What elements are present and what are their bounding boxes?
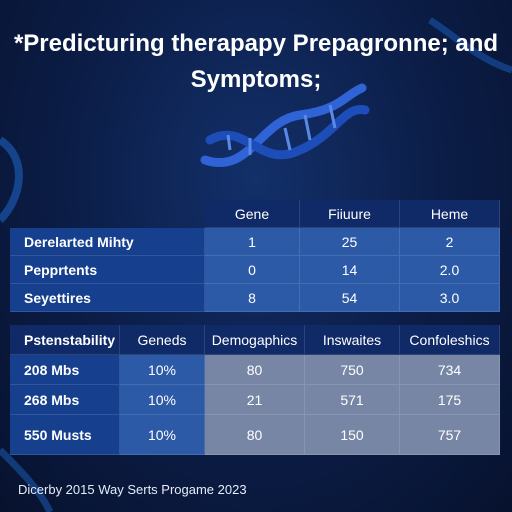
table-cell: 571 — [305, 385, 400, 415]
header-cell: Geneds — [120, 325, 205, 355]
table-cell: 21 — [205, 385, 305, 415]
row-label: 550 Musts — [10, 415, 120, 455]
header-cell: Gene — [205, 200, 300, 228]
title: *Predicturing therapapy Prepagronne; and… — [13, 30, 499, 93]
table-cell: 734 — [400, 355, 500, 385]
row-label: Seyettires — [10, 284, 205, 312]
header-cell: Inswaites — [305, 325, 400, 355]
table-cell: 2 — [400, 228, 500, 256]
table-cell: 150 — [305, 415, 400, 455]
row-label: Pepprtents — [10, 256, 205, 284]
row-label: Derelarted Mihty — [10, 228, 205, 256]
table-cell: 8 — [205, 284, 300, 312]
helix-rungs — [226, 104, 337, 155]
header-cell: Demogaphics — [205, 325, 305, 355]
header-cell: Heme — [400, 200, 500, 228]
table-cell: 25 — [300, 228, 400, 256]
table-cell: 10% — [120, 355, 205, 385]
header-cell: Confoleshics — [400, 325, 500, 355]
table-cell: 14 — [300, 256, 400, 284]
footer: Dicerby 2015 Way Serts Progame 2023 — [18, 482, 247, 497]
table-cell: 3.0 — [400, 284, 500, 312]
table-cell: 10% — [120, 415, 205, 455]
header-cell: Fiiuure — [300, 200, 400, 228]
helix-edge — [428, 17, 512, 74]
helix — [200, 83, 370, 167]
table-cell: 80 — [205, 415, 305, 455]
table-cell: 80 — [205, 355, 305, 385]
table-cell: 0 — [205, 256, 300, 284]
table-cell: 1 — [205, 228, 300, 256]
helix-edge — [0, 136, 23, 223]
row-label: 268 Mbs — [10, 385, 120, 415]
table-cell: 10% — [120, 385, 205, 415]
table-cell: 757 — [400, 415, 500, 455]
table-cell: 2.0 — [400, 256, 500, 284]
header-cell: Pstenstability — [10, 325, 120, 355]
table-cell: 54 — [300, 284, 400, 312]
row-label: 208 Mbs — [10, 355, 120, 385]
table-cell: 175 — [400, 385, 500, 415]
header-blank — [10, 200, 205, 228]
helix-edge — [0, 447, 54, 512]
table-cell: 750 — [305, 355, 400, 385]
